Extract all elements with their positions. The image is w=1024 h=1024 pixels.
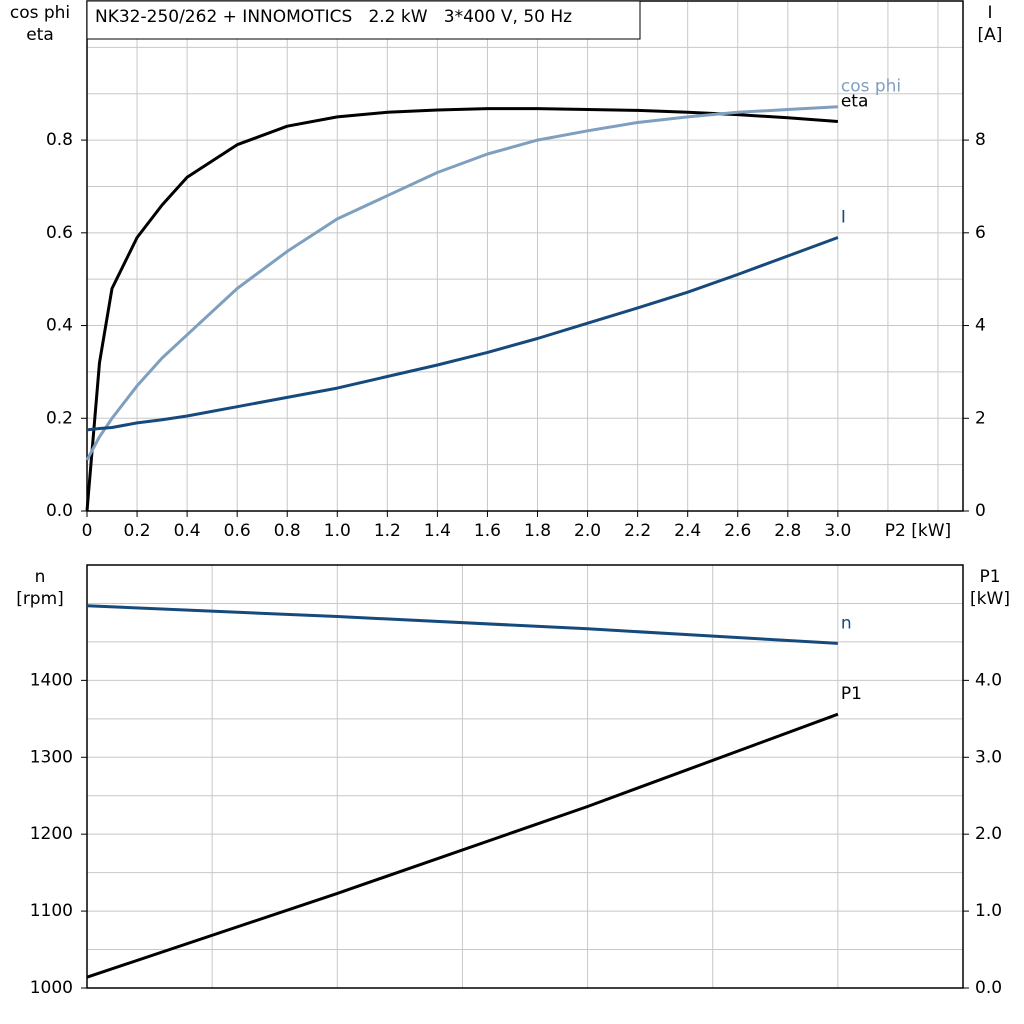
- series-line: [85, 107, 839, 512]
- plot-frame: [86, 0, 964, 512]
- y-tick-label: 1300: [30, 747, 73, 767]
- y-tick-label: 0.8: [46, 130, 73, 150]
- y-tick-label: 0.4: [46, 316, 73, 336]
- y2-axis-label: [A]: [978, 25, 1003, 45]
- x-tick-label: 1.4: [424, 521, 451, 541]
- y-tick-label: 1200: [30, 824, 73, 844]
- x-tick-label: 2.4: [674, 521, 701, 541]
- y2-axis-label: P1: [979, 567, 1000, 587]
- y2-tick-label: 6: [975, 223, 986, 243]
- y2-axis-label: [kW]: [970, 589, 1010, 609]
- y2-tick-label: 0: [975, 501, 986, 521]
- series-line: [86, 712, 839, 979]
- x-tick-label: 1.8: [524, 521, 551, 541]
- y-tick-label: 0.6: [46, 223, 73, 243]
- y2-tick-label: 4.0: [975, 670, 1002, 690]
- y-tick-label: 0.2: [46, 408, 73, 428]
- series-label: eta: [841, 92, 869, 112]
- y2-tick-label: 0.0: [975, 978, 1002, 998]
- x-tick-label: 1.2: [374, 521, 401, 541]
- y2-axis-label: I: [987, 3, 992, 23]
- x-tick-label: 0.2: [124, 521, 151, 541]
- x-tick-label: 0.4: [174, 521, 201, 541]
- series-label: n: [841, 613, 852, 633]
- series-label: P1: [841, 684, 862, 704]
- x-tick-label: 2.2: [624, 521, 651, 541]
- x-tick-label: 2.8: [774, 521, 801, 541]
- x-tick-label: 3.0: [824, 521, 851, 541]
- y2-tick-label: 2.0: [975, 824, 1002, 844]
- plot-frame: [86, 564, 964, 989]
- y-tick-label: 1100: [30, 901, 73, 921]
- x-tick-label: 0.6: [224, 521, 251, 541]
- series-line: [86, 236, 839, 432]
- y-axis-label: n: [35, 567, 46, 587]
- y2-tick-label: 4: [975, 316, 986, 336]
- x-tick-label: 2.6: [724, 521, 751, 541]
- title-box: [86, 0, 641, 40]
- y2-tick-label: 1.0: [975, 901, 1002, 921]
- x-tick-label: 1.6: [474, 521, 501, 541]
- x-tick-label: 0: [82, 521, 93, 541]
- series-label: I: [841, 207, 846, 227]
- y-tick-label: 1400: [30, 670, 73, 690]
- x-tick-label: 1.0: [324, 521, 351, 541]
- y2-tick-label: 8: [975, 130, 986, 150]
- y-axis-label: [rpm]: [16, 589, 64, 609]
- y2-tick-label: 2: [975, 408, 986, 428]
- y2-tick-label: 3.0: [975, 747, 1002, 767]
- chart-title: NK32-250/262 + INNOMOTICS 2.2 kW 3*400 V…: [95, 7, 572, 27]
- y-axis-label: cos phi: [10, 3, 70, 23]
- x-tick-label: 2.0: [574, 521, 601, 541]
- y-axis-label: eta: [26, 25, 54, 45]
- x-axis-label: P2 [kW]: [885, 521, 951, 541]
- y-tick-label: 1000: [30, 978, 73, 998]
- series-line: [85, 105, 838, 461]
- series-line: [86, 604, 838, 645]
- y-tick-label: 0.0: [46, 501, 73, 521]
- x-tick-label: 0.8: [274, 521, 301, 541]
- series-label: cos phi: [841, 77, 901, 97]
